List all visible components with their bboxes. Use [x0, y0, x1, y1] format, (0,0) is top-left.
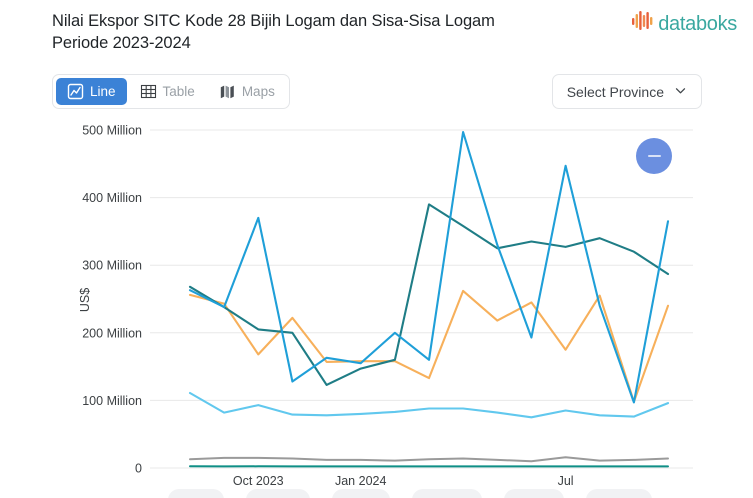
databoks-logo-text: databoks [658, 12, 737, 35]
chevron-down-icon [674, 84, 687, 100]
y-axis-tick-label: 100 Million [82, 394, 142, 408]
legend-chip[interactable] [504, 489, 564, 498]
view-tab-line[interactable]: Line [56, 78, 127, 105]
y-axis-title: US$ [78, 288, 92, 312]
minus-icon [647, 155, 661, 157]
chart-area: 0 100 Million 200 Million 300 Million 400 Mi… [0, 110, 753, 498]
y-axis-tick-label: 300 Million [82, 259, 142, 273]
view-tab-maps-label: Maps [241, 84, 275, 99]
legend-chip[interactable] [168, 489, 224, 498]
view-tab-maps[interactable]: Maps [208, 78, 286, 105]
x-axis-tick-label: Jan 2024 [335, 474, 386, 488]
x-axis-tick-label: Jul [558, 474, 574, 488]
chart-toolbar: Line Table [52, 74, 702, 109]
page-header: Nilai Ekspor SITC Kode 28 Bijih Logam da… [0, 0, 753, 66]
view-tab-table[interactable]: Table [129, 78, 206, 105]
chart-series-line[interactable] [188, 130, 670, 404]
y-axis-tick-label: 500 Million [82, 124, 142, 138]
line-chart[interactable]: 0 100 Million 200 Million 300 Million 400 Mi… [0, 110, 753, 498]
legend-chip[interactable] [246, 489, 310, 498]
y-axis-tick-label: 400 Million [82, 191, 142, 205]
legend-chip[interactable] [332, 489, 390, 498]
databoks-bars-icon [632, 11, 656, 36]
databoks-logo: databoks [632, 8, 743, 36]
y-axis-tick-label: 200 Million [82, 326, 142, 340]
chart-series-line[interactable] [188, 391, 670, 419]
page-title-line1: Nilai Ekspor SITC Kode 28 Bijih Logam da… [52, 12, 495, 30]
legend-strip [0, 489, 753, 498]
chart-series-line[interactable] [189, 456, 669, 463]
y-axis-tick-label: 0 [135, 462, 142, 476]
chart-series-line[interactable] [188, 203, 670, 386]
legend-chip[interactable] [586, 489, 652, 498]
maps-icon [219, 83, 236, 100]
view-tab-table-label: Table [162, 84, 195, 99]
province-select[interactable]: Select Province [551, 74, 702, 109]
chart-series-line[interactable] [188, 289, 670, 403]
page-title: Nilai Ekspor SITC Kode 28 Bijih Logam da… [52, 8, 495, 54]
page-title-line2: Periode 2023-2024 [52, 34, 191, 52]
line-chart-icon [67, 83, 84, 100]
view-tab-line-label: Line [90, 84, 116, 99]
legend-chip[interactable] [412, 489, 482, 498]
view-switcher: Line Table [52, 74, 290, 109]
table-grid-icon [140, 83, 157, 100]
zoom-out-button[interactable] [636, 138, 672, 174]
x-axis-tick-label: Oct 2023 [233, 474, 284, 488]
province-select-value: Select Province [566, 83, 664, 100]
